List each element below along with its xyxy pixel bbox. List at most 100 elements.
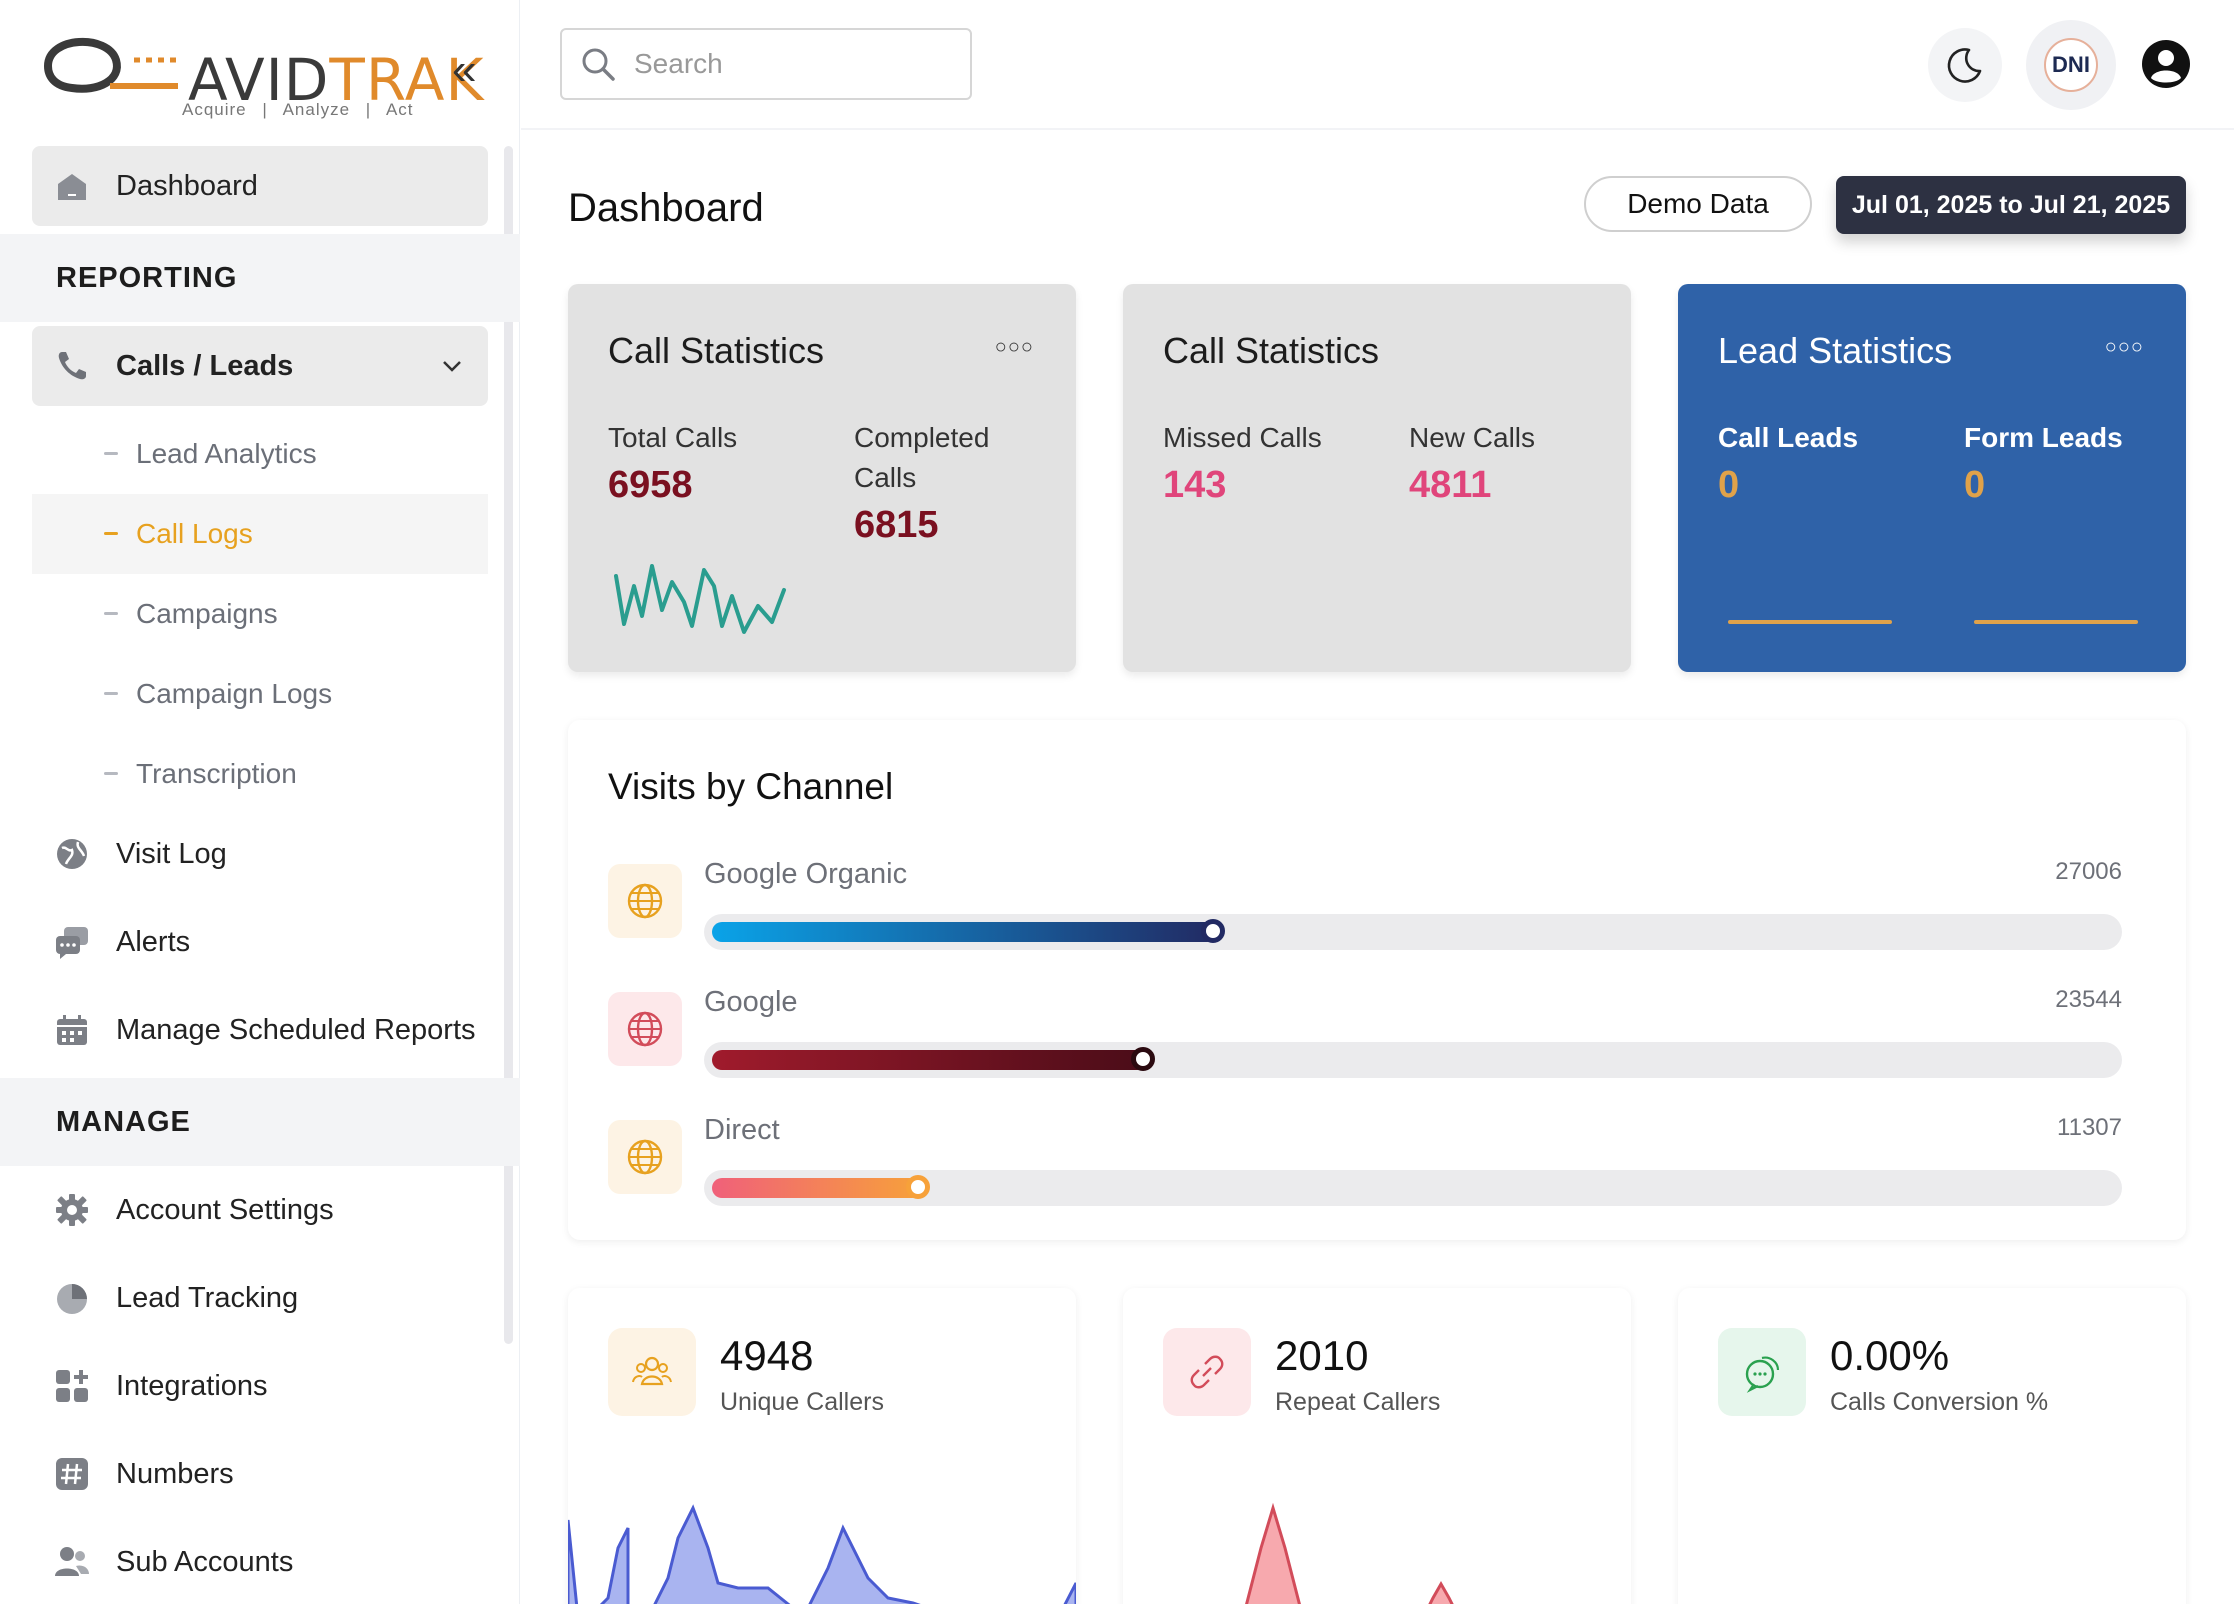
dash-marker — [104, 532, 118, 535]
channel-row: Google 23544 — [568, 986, 2186, 1120]
new-calls-label: New Calls — [1409, 422, 1536, 453]
progress-knob — [1130, 1047, 1155, 1071]
unique-callers-area-chart — [568, 1504, 1076, 1604]
sidebar-subitem-transcription[interactable]: Transcription — [32, 734, 488, 814]
card-title: Call Statistics — [608, 330, 825, 371]
globe-icon — [608, 864, 682, 938]
chat-bubbles-icon — [56, 927, 88, 959]
sidebar-item-label: Calls / Leads — [116, 349, 294, 382]
lead-statistics-card: Lead Statistics ○○○ Call Leads 0 Form Le… — [1678, 284, 2186, 672]
call-statistics-card: Call Statistics ○○○ Total Calls 6958 Com… — [568, 284, 1076, 672]
sidebar-subitem-campaign-logs[interactable]: Campaign Logs — [32, 654, 488, 734]
form-leads-sparkline — [1974, 620, 2138, 624]
gear-icon — [56, 1194, 88, 1226]
channel-progress-fill — [712, 1047, 1155, 1071]
avidtrak-logo[interactable]: AVIDTRAK Acquire | Analyze | Act — [38, 22, 484, 126]
page-title: Dashboard — [568, 186, 764, 230]
unique-callers-value: 4948 — [720, 1332, 814, 1379]
sidebar-subitem-label: Transcription — [136, 758, 297, 789]
call-statistics-card-2: Call Statistics Missed Calls 143 New Cal… — [1123, 284, 1631, 672]
sidebar-subitem-lead-analytics[interactable]: Lead Analytics — [32, 414, 488, 494]
sidebar-subitem-label: Campaign Logs — [136, 678, 333, 709]
channel-progress-fill — [712, 919, 1225, 943]
channel-progress-fill — [712, 1175, 931, 1199]
visits-by-channel-panel: Visits by Channel Google Organic 27006 G… — [568, 720, 2186, 1240]
date-range-button[interactable]: Jul 01, 2025 to Jul 21, 2025 — [1836, 176, 2186, 234]
section-reporting: REPORTING — [0, 234, 520, 322]
sidebar-item-lead-tracking[interactable]: Lead Tracking — [32, 1258, 488, 1338]
missed-calls-value: 143 — [1163, 464, 1227, 506]
topbar-divider — [521, 128, 2234, 130]
form-leads-value: 0 — [1964, 464, 1986, 506]
search-input[interactable]: Search — [560, 28, 972, 100]
users-icon — [55, 1547, 89, 1576]
logo-mark — [43, 37, 178, 93]
sidebar-item-visit-log[interactable]: Visit Log — [32, 814, 488, 894]
sidebar-scrollbar[interactable] — [504, 146, 513, 1344]
channel-progress-track — [704, 1042, 2122, 1078]
phone-icon — [58, 352, 86, 380]
sidebar-item-numbers[interactable]: Numbers — [32, 1434, 488, 1514]
sidebar-subitem-label: Lead Analytics — [136, 438, 317, 469]
card-title: Call Statistics — [1163, 330, 1380, 371]
sidebar-item-label: Account Settings — [116, 1193, 334, 1226]
unique-callers-card: 4948 Unique Callers — [568, 1288, 1076, 1604]
calls-conversion-card: 0.00% Calls Conversion % — [1678, 1288, 2186, 1604]
channel-name: Direct — [704, 1114, 780, 1146]
dash-marker — [104, 772, 118, 775]
globe-icon — [57, 839, 87, 869]
globe-icon — [608, 992, 682, 1066]
form-leads-label: Form Leads — [1964, 422, 2123, 453]
channel-value: 27006 — [2055, 858, 2122, 885]
brand-tagline: Acquire | Analyze | Act — [182, 100, 414, 119]
sidebar-item-label: Dashboard — [116, 169, 258, 202]
sidebar-subitem-label: Campaigns — [136, 598, 278, 629]
dash-marker — [104, 612, 118, 615]
demo-data-button[interactable]: Demo Data — [1584, 176, 1812, 232]
sidebar-item-calls-leads[interactable]: Calls / Leads — [32, 326, 488, 406]
sidebar-item-manage-scheduled-reports[interactable]: Manage Scheduled Reports — [32, 990, 488, 1070]
total-calls-sparkline — [614, 564, 786, 634]
sidebar-item-label: Sub Accounts — [116, 1545, 294, 1578]
sidebar-item-integrations[interactable]: Integrations — [32, 1346, 488, 1426]
apps-add-icon — [56, 1370, 88, 1402]
more-options-icon[interactable]: ○○○ — [2104, 336, 2144, 358]
sidebar-subitem-campaigns[interactable]: Campaigns — [32, 574, 488, 654]
sidebar-subitem-call-logs[interactable]: Call Logs — [32, 494, 488, 574]
channel-value: 11307 — [2057, 1114, 2122, 1141]
total-calls-label: Total Calls — [608, 422, 738, 453]
link-icon — [1163, 1328, 1251, 1416]
sidebar-item-alerts[interactable]: Alerts — [32, 902, 488, 982]
chevron-down-icon — [443, 361, 461, 372]
users-icon — [608, 1328, 696, 1416]
moon-icon — [1947, 48, 1982, 83]
sidebar-item-sub-accounts[interactable]: Sub Accounts — [32, 1522, 488, 1602]
collapse-sidebar-icon[interactable]: « — [452, 45, 477, 94]
sidebar: AVIDTRAK Acquire | Analyze | Act « Dashb… — [0, 0, 520, 1604]
progress-knob — [906, 1175, 931, 1199]
dark-mode-toggle[interactable] — [1928, 28, 2002, 102]
pie-chart-icon — [57, 1284, 87, 1314]
missed-calls-label: Missed Calls — [1163, 422, 1322, 453]
panel-title: Visits by Channel — [608, 766, 894, 807]
sidebar-item-dashboard[interactable]: Dashboard — [32, 146, 488, 226]
user-avatar-icon[interactable] — [2140, 38, 2192, 90]
call-leads-value: 0 — [1718, 464, 1740, 506]
card-title: Lead Statistics — [1718, 330, 1953, 371]
unique-callers-label: Unique Callers — [720, 1388, 884, 1416]
dni-label: DNI — [2044, 38, 2098, 92]
total-calls-value: 6958 — [608, 464, 693, 506]
dash-marker — [104, 692, 118, 695]
dash-marker — [104, 452, 118, 455]
sidebar-item-account-settings[interactable]: Account Settings — [32, 1170, 488, 1250]
sidebar-item-label: Manage Scheduled Reports — [116, 1013, 476, 1046]
globe-icon — [608, 1120, 682, 1194]
channel-progress-track — [704, 914, 2122, 950]
calls-conversion-label: Calls Conversion % — [1830, 1388, 2049, 1416]
channel-name: Google — [704, 986, 798, 1018]
dni-button[interactable]: DNI — [2026, 20, 2116, 110]
sidebar-item-label: Lead Tracking — [116, 1281, 299, 1314]
more-options-icon[interactable]: ○○○ — [994, 336, 1034, 358]
channel-value: 23544 — [2055, 986, 2122, 1013]
new-calls-value: 4811 — [1409, 464, 1492, 506]
